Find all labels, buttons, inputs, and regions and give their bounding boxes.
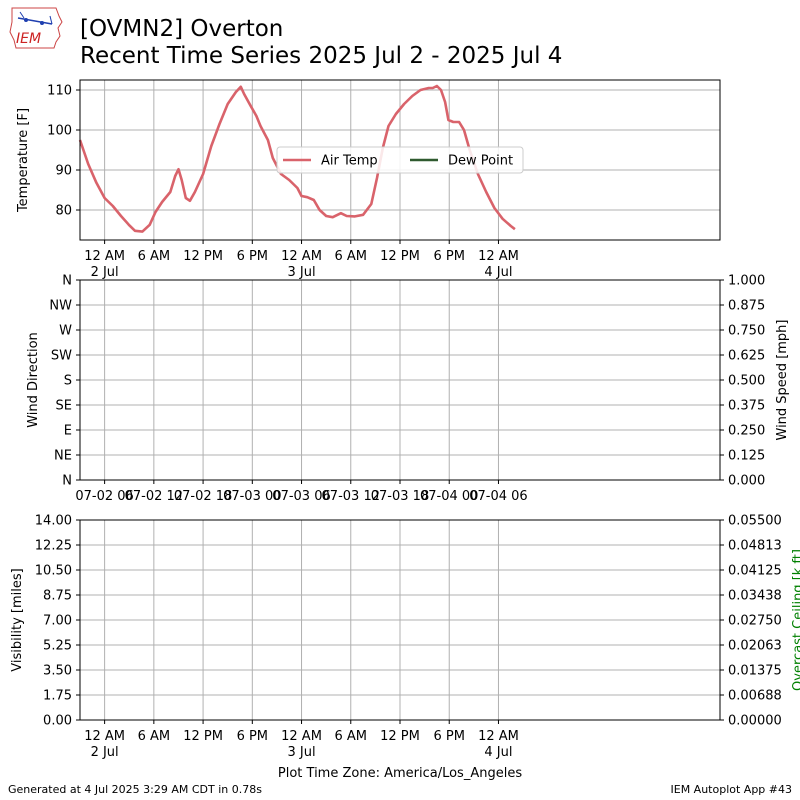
y-tick-label: 80: [55, 204, 72, 219]
iem-logo: IEM: [9, 7, 63, 49]
y-tick-label: 3.50: [43, 664, 72, 679]
x-tick-label: 6 PM: [433, 249, 464, 264]
y-tick-label: 12.25: [35, 539, 72, 554]
x-tick-label: 07-02 12: [125, 489, 183, 504]
x-tick-label: 07-02 06: [75, 489, 133, 504]
x-tick-label: 6 PM: [237, 729, 268, 744]
y-tick-label: SE: [56, 399, 72, 414]
y2-tick-label: 0.03438: [728, 589, 782, 604]
y2-tick-label: 0.750: [728, 324, 765, 339]
y-tick-label: N: [62, 474, 72, 489]
x-tick-label: 12 AM: [84, 729, 125, 744]
y2-tick-label: 0.00000: [728, 714, 782, 729]
y-tick-label: 5.25: [43, 639, 72, 654]
y-axis-label: Temperature [F]: [16, 108, 31, 213]
y2-tick-label: 0.625: [728, 349, 765, 364]
x-tick-sublabel: 2 Jul: [91, 265, 119, 280]
x-tick-label: 07-03 18: [371, 489, 429, 504]
y2-tick-label: 0.04813: [728, 539, 782, 554]
y2-tick-label: 0.04125: [728, 564, 782, 579]
x-tick-label: 6 AM: [335, 249, 368, 264]
y-tick-label: 90: [55, 164, 72, 179]
y2-tick-label: 1.000: [728, 274, 765, 289]
y-tick-label: W: [59, 324, 72, 339]
generated-note: Generated at 4 Jul 2025 3:29 AM CDT in 0…: [8, 783, 262, 796]
legend-label-dew-point: Dew Point: [448, 154, 513, 169]
x-axis-label: Plot Time Zone: America/Los_Angeles: [278, 766, 522, 781]
legend-label-air-temp: Air Temp: [321, 154, 378, 169]
legend-box: [276, 146, 524, 174]
x-tick-label: 07-03 00: [223, 489, 281, 504]
x-tick-label: 12 AM: [478, 729, 519, 744]
x-tick-sublabel: 3 Jul: [287, 265, 315, 280]
y-tick-label: 100: [47, 124, 72, 139]
x-tick-label: 12 PM: [380, 249, 420, 264]
x-tick-label: 12 PM: [380, 729, 420, 744]
plot-frame: [79, 279, 721, 481]
y2-tick-label: 0.05500: [728, 514, 782, 529]
y-tick-label: S: [64, 374, 72, 389]
x-tick-label: 07-03 12: [322, 489, 380, 504]
x-tick-sublabel: 4 Jul: [484, 265, 512, 280]
y2-axis-label: Overcast Ceiling [k ft]: [791, 549, 800, 691]
x-tick-label: 12 AM: [281, 249, 322, 264]
x-tick-sublabel: 4 Jul: [484, 745, 512, 760]
y2-tick-label: 0.01375: [728, 664, 782, 679]
y-tick-label: NW: [49, 299, 72, 314]
y-tick-label: 10.50: [35, 564, 72, 579]
plot-frame: [79, 79, 721, 241]
x-tick-label: 12 AM: [84, 249, 125, 264]
y-tick-label: E: [64, 424, 72, 439]
x-tick-sublabel: 3 Jul: [287, 745, 315, 760]
y-tick-label: NE: [54, 449, 72, 464]
y-tick-label: 7.00: [43, 614, 72, 629]
y-tick-label: SW: [51, 349, 72, 364]
x-tick-label: 6 PM: [433, 729, 464, 744]
x-tick-label: 07-04 00: [420, 489, 478, 504]
air-temp-line: [78, 84, 516, 233]
y2-tick-label: 0.125: [728, 449, 765, 464]
weather-symbol-icon: [17, 17, 53, 25]
x-tick-label: 6 AM: [138, 729, 171, 744]
x-tick-label: 6 AM: [335, 729, 368, 744]
y2-tick-label: 0.375: [728, 399, 765, 414]
y-axis-label: Visibility [miles]: [10, 568, 25, 671]
y-tick-label: 1.75: [43, 689, 72, 704]
y2-tick-label: 0.875: [728, 299, 765, 314]
y-tick-label: 110: [47, 84, 72, 99]
x-tick-label: 6 AM: [138, 249, 171, 264]
x-tick-label: 12 AM: [478, 249, 519, 264]
x-tick-label: 12 AM: [281, 729, 322, 744]
x-tick-label: 12 PM: [183, 729, 223, 744]
y-tick-label: N: [62, 274, 72, 289]
x-tick-label: 07-02 18: [174, 489, 232, 504]
y2-axis-label: Wind Speed [mph]: [775, 320, 790, 441]
y2-tick-label: 0.000: [728, 474, 765, 489]
y-tick-label: 14.00: [35, 514, 72, 529]
app-label: IEM Autoplot App #43: [670, 783, 793, 796]
x-tick-label: 07-03 06: [272, 489, 330, 504]
y2-tick-label: 0.02750: [728, 614, 782, 629]
plot-frame: [79, 519, 721, 721]
y2-tick-label: 0.500: [728, 374, 765, 389]
y2-tick-label: 0.00688: [728, 689, 782, 704]
iowa-outline-icon: [9, 7, 63, 49]
x-tick-label: 07-04 06: [469, 489, 527, 504]
y-tick-label: 0.00: [43, 714, 72, 729]
chart-title-range: Recent Time Series 2025 Jul 2 - 2025 Jul…: [80, 43, 563, 69]
y-tick-label: 8.75: [43, 589, 72, 604]
x-tick-label: 6 PM: [237, 249, 268, 264]
y2-tick-label: 0.02063: [728, 639, 782, 654]
x-tick-sublabel: 2 Jul: [91, 745, 119, 760]
x-tick-label: 12 PM: [183, 249, 223, 264]
chart-title-station: [OVMN2] Overton: [80, 16, 284, 42]
y2-tick-label: 0.250: [728, 424, 765, 439]
logo-text: IEM: [16, 31, 41, 47]
y-axis-label: Wind Direction: [26, 332, 41, 428]
